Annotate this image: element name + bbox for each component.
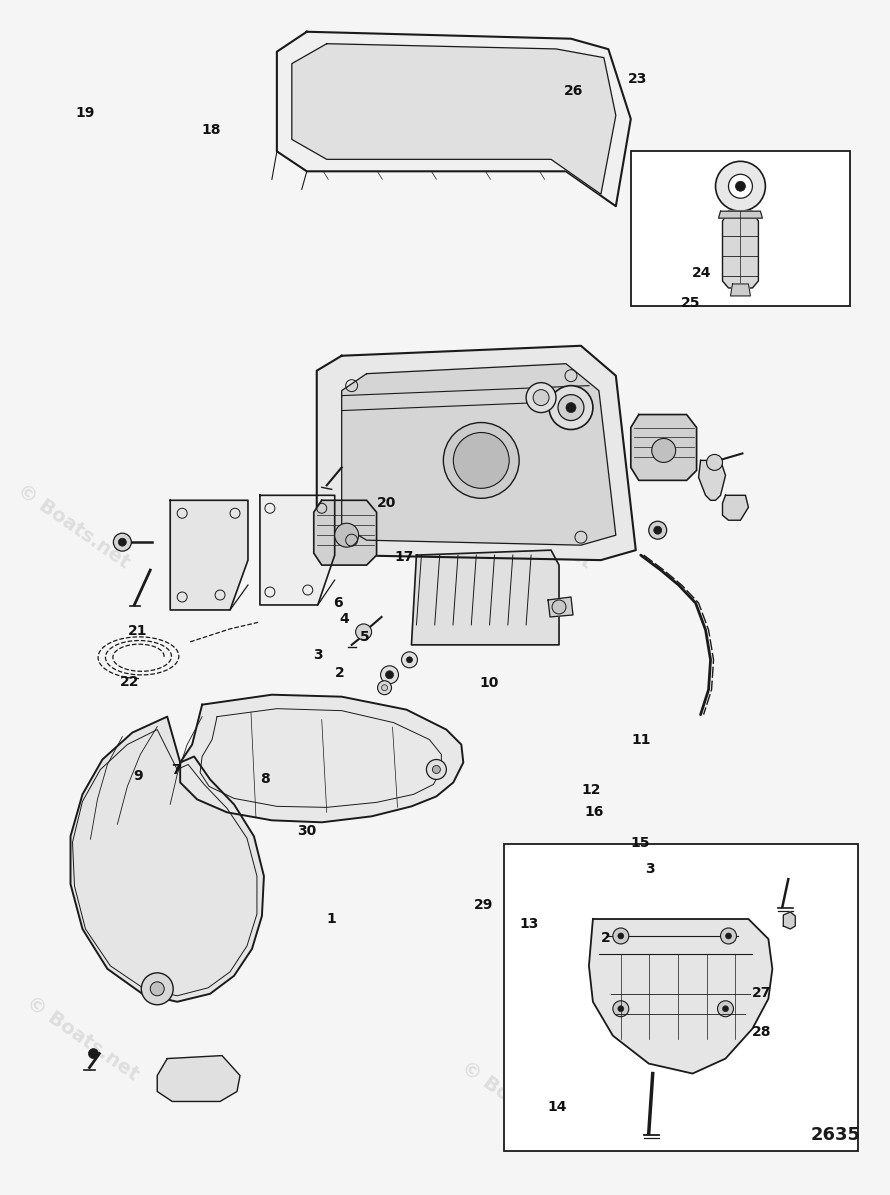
Circle shape: [549, 386, 593, 429]
Text: 8: 8: [261, 772, 271, 785]
Circle shape: [613, 929, 629, 944]
Text: 2: 2: [335, 666, 344, 680]
Bar: [504, 844, 858, 1151]
Circle shape: [558, 394, 584, 421]
Text: 28: 28: [751, 1025, 771, 1040]
Text: 22: 22: [120, 675, 140, 690]
Text: 19: 19: [76, 105, 95, 120]
Circle shape: [618, 933, 624, 939]
Circle shape: [721, 929, 736, 944]
Circle shape: [453, 433, 509, 489]
Polygon shape: [292, 44, 616, 195]
Circle shape: [377, 681, 392, 694]
Polygon shape: [277, 32, 631, 207]
Text: 10: 10: [479, 676, 498, 691]
Text: 9: 9: [133, 770, 142, 783]
Text: 24: 24: [692, 266, 712, 281]
Circle shape: [618, 1006, 624, 1012]
Text: 6: 6: [333, 596, 343, 611]
Circle shape: [717, 1000, 733, 1017]
Text: © Boats.net: © Boats.net: [457, 1058, 577, 1150]
Circle shape: [651, 439, 676, 462]
Circle shape: [723, 1006, 729, 1012]
Text: 15: 15: [631, 836, 651, 850]
Text: 12: 12: [581, 784, 601, 797]
Circle shape: [566, 403, 576, 412]
Circle shape: [385, 670, 393, 679]
Circle shape: [118, 538, 126, 546]
Circle shape: [649, 521, 667, 539]
Circle shape: [707, 454, 723, 471]
Text: 16: 16: [585, 805, 604, 819]
Polygon shape: [783, 912, 796, 929]
Text: 14: 14: [547, 1101, 567, 1115]
Text: 21: 21: [128, 624, 148, 638]
Text: 26: 26: [563, 84, 583, 98]
Polygon shape: [170, 501, 248, 609]
Circle shape: [382, 685, 387, 691]
Polygon shape: [260, 495, 335, 605]
Circle shape: [433, 766, 441, 773]
Bar: [631, 152, 850, 306]
Circle shape: [552, 600, 566, 614]
Text: 25: 25: [681, 296, 700, 311]
Text: 2635: 2635: [810, 1127, 860, 1145]
Polygon shape: [548, 598, 573, 617]
Text: 7: 7: [171, 764, 181, 777]
Polygon shape: [342, 363, 616, 545]
Text: 5: 5: [360, 630, 369, 644]
Circle shape: [150, 982, 165, 995]
Circle shape: [716, 161, 765, 212]
Text: © Boats.net: © Boats.net: [475, 480, 595, 572]
Circle shape: [443, 423, 519, 498]
Polygon shape: [731, 284, 750, 296]
Circle shape: [654, 526, 661, 534]
Circle shape: [725, 933, 732, 939]
Text: 23: 23: [627, 72, 647, 86]
Polygon shape: [411, 550, 559, 645]
Circle shape: [113, 533, 132, 551]
Text: 1: 1: [326, 912, 336, 926]
Circle shape: [533, 390, 549, 405]
Circle shape: [526, 382, 556, 412]
Polygon shape: [158, 1055, 240, 1102]
Text: 20: 20: [377, 496, 397, 510]
Text: 27: 27: [752, 986, 771, 1000]
Circle shape: [401, 651, 417, 668]
Text: 29: 29: [474, 897, 493, 912]
Polygon shape: [699, 460, 725, 501]
Polygon shape: [314, 501, 376, 565]
Polygon shape: [589, 919, 773, 1073]
Polygon shape: [723, 495, 748, 520]
Text: © Boats.net: © Boats.net: [14, 480, 134, 572]
Polygon shape: [180, 694, 464, 822]
Text: 2: 2: [602, 931, 611, 945]
Circle shape: [381, 666, 399, 684]
Polygon shape: [317, 345, 635, 560]
Circle shape: [335, 523, 359, 547]
Text: 4: 4: [339, 612, 349, 626]
Circle shape: [735, 182, 746, 191]
Text: 11: 11: [632, 734, 651, 747]
Text: 18: 18: [201, 123, 221, 137]
Circle shape: [407, 657, 412, 663]
Polygon shape: [631, 415, 697, 480]
Polygon shape: [70, 717, 264, 1001]
Circle shape: [426, 760, 447, 779]
Circle shape: [88, 1049, 99, 1059]
Text: 3: 3: [313, 648, 322, 662]
Text: 13: 13: [519, 917, 538, 931]
Circle shape: [729, 174, 752, 198]
Polygon shape: [718, 212, 763, 219]
Text: 30: 30: [297, 825, 317, 838]
Polygon shape: [723, 212, 758, 288]
Circle shape: [613, 1000, 629, 1017]
Text: 17: 17: [394, 550, 414, 564]
Circle shape: [142, 973, 174, 1005]
Circle shape: [356, 624, 372, 639]
Text: 3: 3: [645, 862, 655, 876]
Text: © Boats.net: © Boats.net: [23, 993, 142, 1084]
